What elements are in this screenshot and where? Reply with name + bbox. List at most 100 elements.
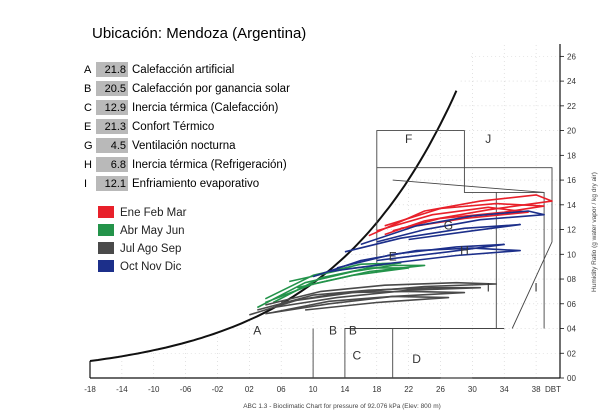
- zone-label-C: C: [353, 348, 362, 362]
- x-tick-label: 14: [340, 385, 349, 394]
- y-tick-label: 00: [567, 374, 576, 383]
- y-tick-label: 02: [567, 349, 576, 358]
- y-tick-label: 26: [567, 52, 576, 61]
- x-axis-label: ABC 1.3 - Bioclimatic Chart for pressure…: [243, 403, 441, 410]
- series-line: [265, 281, 498, 306]
- x-tick-label: -14: [116, 385, 128, 394]
- legend-label: Jul Ago Sep: [120, 243, 181, 255]
- strategy-name: Calefacción por ganancia solar: [132, 83, 290, 95]
- strategy-name: Calefacción artificial: [132, 64, 234, 76]
- series-line: [360, 210, 545, 246]
- zone-label-J: J: [485, 132, 491, 146]
- x-unit-label: DBT: [545, 385, 561, 394]
- zone-boundary: [344, 328, 377, 378]
- y-tick-label: 06: [567, 300, 576, 309]
- y-tick-label: 08: [567, 275, 576, 284]
- x-tick-label: -10: [148, 385, 160, 394]
- strategy-value: 20.5: [105, 83, 126, 95]
- y-axis-label: Humidity Ratio (g water vapor / kg dry a…: [591, 172, 598, 292]
- y-tick-label: 24: [567, 77, 576, 86]
- zone-label-D: D: [412, 352, 421, 366]
- strategy-value-bg: [96, 81, 128, 96]
- strategy-letter: A: [84, 64, 92, 76]
- series-line: [376, 206, 529, 232]
- strategy-letter: H: [84, 159, 92, 171]
- zone-label-I: I: [487, 280, 490, 294]
- strategy-letter: B: [84, 83, 91, 95]
- x-tick-label: -02: [212, 385, 224, 394]
- legend-label: Abr May Jun: [120, 225, 185, 237]
- zone-label-A: A: [253, 324, 261, 338]
- zone-label-B: B: [329, 324, 337, 338]
- x-tick-label: 02: [245, 385, 254, 394]
- zone-boundary: [392, 179, 545, 193]
- chart-title: Ubicación: Mendoza (Argentina): [92, 25, 306, 42]
- series-line: [273, 295, 450, 314]
- strategy-value: 21.3: [105, 121, 126, 133]
- strategy-value-bg: [96, 119, 128, 134]
- strategy-value-bg: [96, 62, 128, 77]
- legend-swatch: [98, 242, 114, 254]
- strategy-value-bg: [96, 176, 128, 191]
- y-tick-label: 04: [567, 325, 576, 334]
- strategy-value: 12.1: [105, 178, 126, 190]
- y-tick-label: 14: [567, 201, 576, 210]
- zone-boundary: [376, 167, 553, 329]
- strategy-value-bg: [96, 138, 128, 153]
- x-tick-label: -18: [84, 385, 96, 394]
- y-tick-label: 18: [567, 151, 576, 160]
- y-tick-label: 16: [567, 176, 576, 185]
- x-tick-label: 10: [309, 385, 318, 394]
- legend-label: Ene Feb Mar: [120, 207, 187, 219]
- series-line: [257, 286, 482, 311]
- strategy-value: 12.9: [105, 102, 126, 114]
- series-line: [336, 243, 505, 269]
- strategy-list: A 21.8 Calefacción artificial B 20.5 Calefacc…: [84, 62, 290, 191]
- zone-boundaries: [312, 130, 553, 379]
- x-tick-label: 22: [404, 385, 413, 394]
- strategy-name: Ventilación nocturna: [132, 140, 236, 152]
- y-tick-label: 10: [567, 250, 576, 259]
- y-tick-label: 22: [567, 102, 576, 111]
- strategy-name: Enfriamiento evaporativo: [132, 178, 259, 190]
- x-tick-label: 30: [468, 385, 477, 394]
- zone-label-I: I: [534, 280, 537, 294]
- series-lines: [249, 194, 553, 316]
- strategy-value: 4.5: [111, 140, 126, 152]
- series-line: [312, 247, 521, 278]
- zone-label-E: E: [389, 249, 397, 263]
- y-tick-label: 12: [567, 226, 576, 235]
- legend-label: Oct Nov Dic: [120, 261, 182, 273]
- strategy-name: Inercia térmica (Refrigeración): [132, 159, 287, 171]
- y-tick-labels: 00 02 04 06 08 10 12 14 16 18 20 22 24 26: [560, 52, 576, 383]
- series-line: [272, 267, 410, 304]
- strategy-letter: E: [84, 121, 91, 133]
- x-tick-label: 38: [532, 385, 541, 394]
- zone-label-B: B: [349, 324, 357, 338]
- x-tick-labels: -18 -14 -10 -06 -02 02 06 10 14 18 22 26 30 34 38: [84, 385, 541, 394]
- x-tick-label: 18: [372, 385, 381, 394]
- strategy-value: 21.8: [105, 64, 126, 76]
- strategy-letter: C: [84, 102, 92, 114]
- strategy-name: Inercia térmica (Calefacción): [132, 102, 279, 114]
- y-tick-label: 20: [567, 127, 576, 136]
- strategy-value: 6.8: [111, 159, 126, 171]
- legend-swatch: [98, 224, 114, 236]
- zone-label-G: G: [444, 219, 453, 233]
- x-tick-label: 34: [500, 385, 509, 394]
- legend-swatch: [98, 206, 114, 218]
- strategy-name: Confort Térmico: [132, 121, 214, 133]
- strategy-value-bg: [96, 100, 128, 115]
- strategy-letter: G: [84, 140, 93, 152]
- x-tick-label: 06: [277, 385, 286, 394]
- series-line: [344, 223, 521, 253]
- x-tick-label: 26: [436, 385, 445, 394]
- strategy-letter: I: [84, 178, 87, 190]
- strategy-value-bg: [96, 157, 128, 172]
- zone-label-H: H: [460, 243, 469, 257]
- legend-swatch: [98, 260, 114, 272]
- series-line: [384, 202, 545, 232]
- zone-label-F: F: [405, 132, 412, 146]
